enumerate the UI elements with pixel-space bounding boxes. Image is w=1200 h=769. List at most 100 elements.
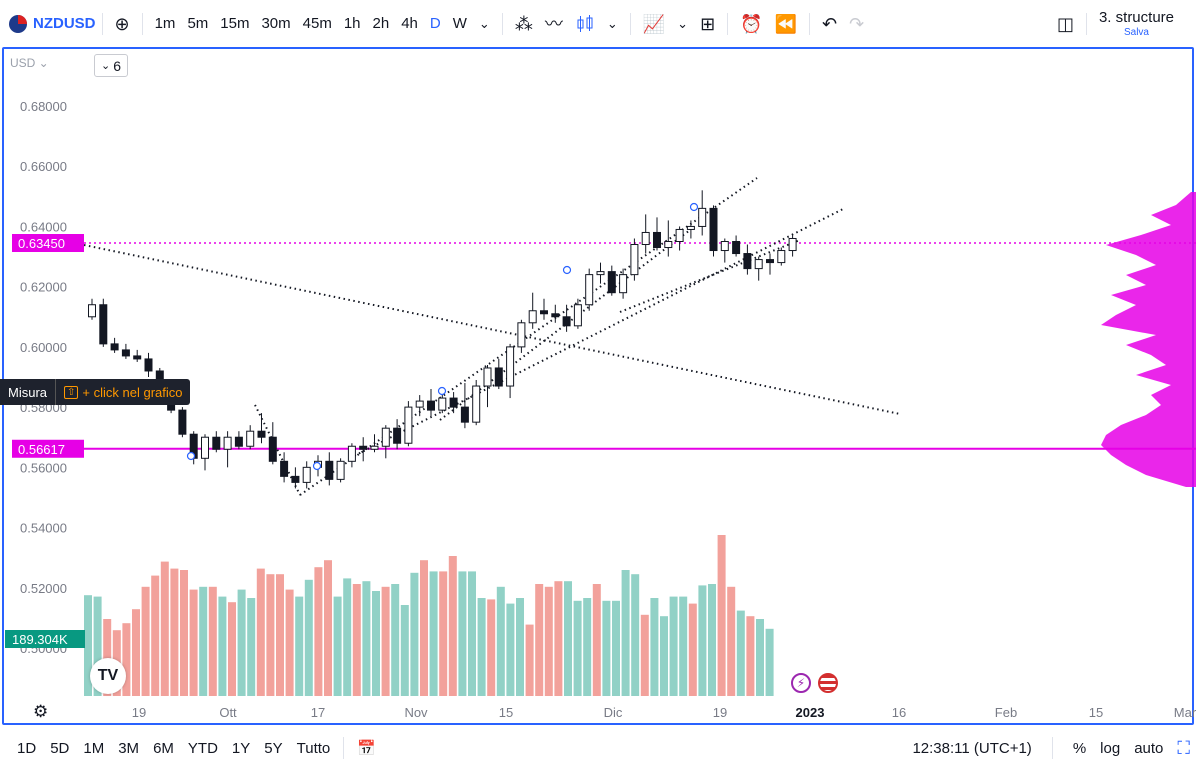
- indicators-dropdown[interactable]: ⌄: [671, 10, 694, 38]
- tradingview-logo[interactable]: TV: [90, 658, 126, 694]
- range-5D[interactable]: 5D: [50, 739, 70, 757]
- time-axis-label: 15: [1089, 705, 1103, 720]
- price-axis-label: 0.68000: [20, 99, 67, 114]
- volume-bar: [208, 586, 217, 696]
- timeframe-D[interactable]: D: [429, 15, 441, 32]
- event-lightning-icon[interactable]: ⚡: [791, 673, 811, 693]
- candle-body: [743, 253, 752, 270]
- volume-bar: [352, 584, 361, 696]
- auto-scale-toggle[interactable]: auto: [1134, 739, 1164, 757]
- timeframe-1m[interactable]: 1m: [154, 15, 176, 32]
- currency-label[interactable]: USD ⌄: [10, 56, 49, 70]
- undo-button[interactable]: ↶: [816, 10, 843, 38]
- chart-type-dropdown[interactable]: ⌄: [601, 10, 624, 38]
- replay-button[interactable]: ⏪: [769, 10, 803, 38]
- symbol-search[interactable]: NZDUSD: [9, 14, 96, 33]
- timeframe-W[interactable]: W: [452, 15, 467, 32]
- measure-tooltip: Misura ⇧ + click nel grafico: [0, 379, 191, 405]
- range-1Y[interactable]: 1Y: [231, 739, 251, 757]
- alert-button[interactable]: ⏰: [734, 10, 768, 38]
- candle-body: [460, 406, 469, 423]
- indicators-collapse-button[interactable]: ⌄ 6: [94, 54, 128, 77]
- price-tag-lower-bg: [12, 439, 84, 458]
- divider: [629, 12, 631, 35]
- candle-body: [381, 427, 390, 447]
- line-chart-icon: 〰: [544, 13, 563, 34]
- candle-body: [472, 385, 481, 423]
- range-6M[interactable]: 6M: [153, 739, 174, 757]
- range-all[interactable]: Tutto: [296, 739, 331, 757]
- signal-marker: [689, 202, 699, 212]
- candle-body: [291, 475, 300, 483]
- timeframe-15m[interactable]: 15m: [220, 15, 250, 32]
- price-axis-label: 0.60000: [20, 340, 67, 355]
- volume-bar: [564, 581, 572, 696]
- candle-body: [585, 274, 594, 306]
- candle-body: [347, 445, 356, 462]
- grid-icon: ⊞: [700, 13, 716, 34]
- redo-button[interactable]: ↷: [843, 10, 870, 38]
- timeframe-dropdown[interactable]: ⌄: [473, 10, 496, 38]
- candle-body: [573, 304, 582, 327]
- timeframe-5m[interactable]: 5m: [187, 15, 209, 32]
- log-scale-toggle[interactable]: log: [1100, 739, 1121, 757]
- percent-scale-toggle[interactable]: %: [1072, 739, 1087, 757]
- range-1D[interactable]: 1D: [17, 739, 37, 757]
- candle-body: [268, 436, 277, 462]
- templates-button[interactable]: ⊞: [694, 10, 721, 38]
- candle-body: [506, 346, 515, 387]
- timeframe-4h[interactable]: 4h: [401, 15, 418, 32]
- compare-symbol-button[interactable]: ⊕: [109, 10, 136, 38]
- candle-body: [483, 367, 492, 387]
- timeframe-2h[interactable]: 2h: [372, 15, 390, 32]
- measure-hint: ⇧ + click nel grafico: [55, 379, 190, 405]
- range-3M[interactable]: 3M: [118, 739, 140, 757]
- line-style-button[interactable]: 〰: [539, 10, 569, 38]
- time-axis-label: Mar: [1174, 705, 1197, 720]
- layout-name[interactable]: 3. structure Salva: [1099, 10, 1174, 38]
- fullscreen-icon[interactable]: ⛶: [1177, 737, 1190, 758]
- indicators-button[interactable]: 📈: [637, 10, 671, 38]
- candle-body: [732, 241, 741, 255]
- bar-style-button[interactable]: ⁂: [509, 10, 539, 38]
- candle-body: [664, 241, 673, 249]
- price-axis-label: 0.52000: [20, 581, 67, 596]
- date-range-button[interactable]: 📅: [350, 739, 383, 757]
- volume-bar: [391, 584, 400, 696]
- clock[interactable]: 12:38:11 (UTC+1): [912, 739, 1032, 757]
- volume-bar: [420, 560, 428, 696]
- range-1M[interactable]: 1M: [83, 739, 105, 757]
- chevron-down-icon: ⌄: [606, 16, 618, 31]
- volume-bar: [487, 599, 496, 696]
- timeframe-30m[interactable]: 30m: [261, 15, 291, 32]
- candle-body: [641, 231, 650, 246]
- volume-bar: [468, 571, 476, 696]
- us-flag-icon[interactable]: [818, 673, 838, 693]
- volume-bar: [448, 556, 457, 696]
- candle-body: [494, 367, 503, 387]
- range-5Y[interactable]: 5Y: [264, 739, 283, 757]
- volume-bar: [679, 596, 688, 696]
- range-YTD[interactable]: YTD: [187, 739, 218, 757]
- bottom-right-controls: 12:38:11 (UTC+1) % log auto ⛶: [912, 737, 1190, 759]
- volume-bar: [93, 596, 102, 696]
- candle-style-button[interactable]: [569, 10, 601, 38]
- timeframe-45m[interactable]: 45m: [302, 15, 332, 32]
- volume-bar: [304, 579, 313, 696]
- volume-bar: [621, 570, 630, 696]
- candle-body: [675, 228, 684, 242]
- chart-settings-gear-icon[interactable]: ⚙: [33, 702, 49, 721]
- price-axis-label: 0.56000: [20, 460, 67, 475]
- timeframe-1h[interactable]: 1h: [343, 15, 361, 32]
- layout-toggle-button[interactable]: ◫: [1051, 10, 1080, 38]
- volume-bar: [314, 567, 323, 696]
- volume-bar: [362, 581, 371, 696]
- volume-bar: [151, 575, 160, 696]
- candle-body: [596, 271, 605, 276]
- volume-bar: [708, 584, 716, 696]
- volume-bar: [429, 571, 438, 696]
- divider: [343, 737, 345, 759]
- candle-body: [698, 207, 707, 227]
- layout-save[interactable]: Salva: [1123, 26, 1149, 38]
